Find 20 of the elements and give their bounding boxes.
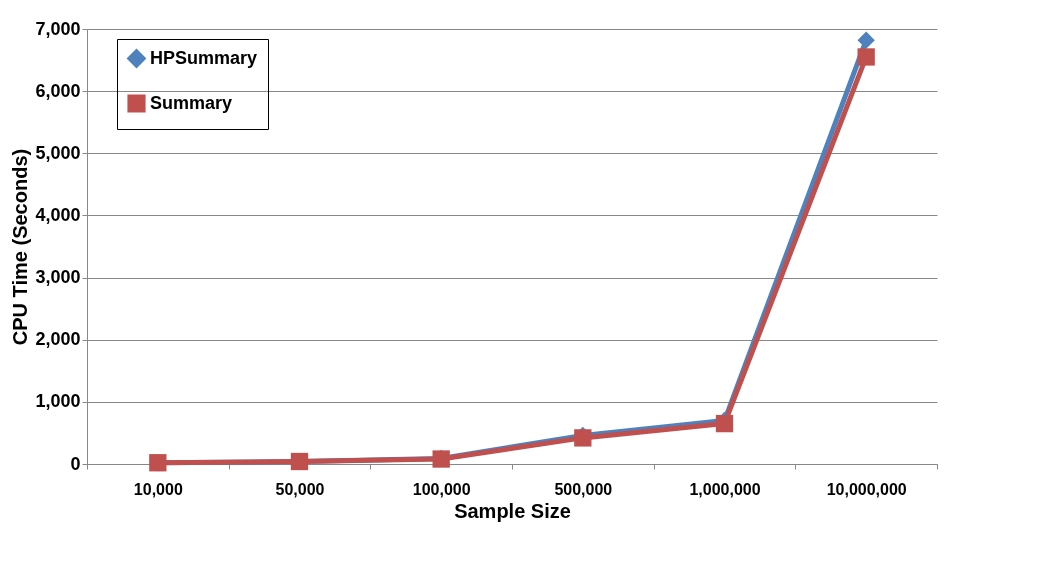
x-tick-label: 500,000 <box>554 480 613 498</box>
x-tick-label: 10,000,000 <box>826 480 907 498</box>
y-tick-label: 4,000 <box>35 204 81 225</box>
legend-label: HPSummary <box>150 47 258 68</box>
y-tick-label: 2,000 <box>35 329 81 350</box>
y-tick-label: 6,000 <box>35 80 81 101</box>
x-tick-label: 50,000 <box>275 480 325 498</box>
x-tick-label: 10,000 <box>133 480 183 498</box>
y-axis-title: CPU Time (Seconds) <box>9 148 32 346</box>
point <box>857 48 875 66</box>
y-tick-label: 0 <box>70 453 81 474</box>
y-tick-label: 1,000 <box>35 391 81 412</box>
legend-label: Summary <box>150 92 233 113</box>
x-axis-title: Sample Size <box>454 499 571 522</box>
x-tick-label: 1,000,000 <box>689 480 761 498</box>
y-tick-label: 5,000 <box>35 142 81 163</box>
x-tick-label: 100,000 <box>412 480 471 498</box>
point <box>857 31 875 49</box>
y-tick-label: 7,000 <box>35 18 81 39</box>
y-tick-label: 3,000 <box>35 267 81 288</box>
